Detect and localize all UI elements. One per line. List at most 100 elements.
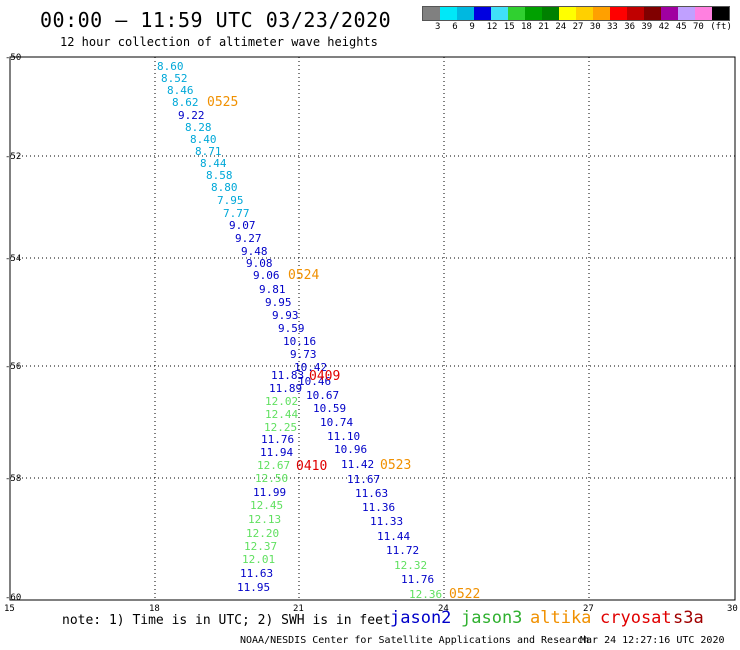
wave-height-value: 11.67 (347, 473, 381, 486)
wave-height-value: 12.20 (246, 527, 280, 540)
wave-height-value: 8.62 (172, 96, 199, 109)
pass-time-label: 0522 (449, 587, 481, 602)
wave-height-value: 12.01 (242, 553, 276, 566)
x-tick: 18 (149, 604, 160, 614)
scale-swatch (525, 7, 542, 20)
wave-height-value: 10.46 (298, 375, 332, 388)
x-tick: 24 (438, 604, 449, 614)
scale-label: 12 (486, 22, 498, 32)
wave-height-value: 10.59 (313, 402, 347, 415)
scale-label: 6 (452, 22, 458, 32)
wave-height-value: 8.58 (206, 169, 233, 182)
wave-height-value: 11.63 (355, 487, 389, 500)
legend-altika: altika (530, 608, 592, 628)
wave-height-value: 10.16 (283, 335, 317, 348)
y-tick: -50 (5, 53, 22, 63)
x-tick: 15 (4, 604, 15, 614)
scale-label: 39 (641, 22, 653, 32)
wave-height-value: 9.95 (265, 296, 292, 309)
wave-height-value: 12.36 (409, 588, 443, 601)
wave-height-value: 12.45 (250, 499, 284, 512)
scale-label: 15 (503, 22, 515, 32)
map-title: 00:00 — 11:59 UTC 03/23/2020 (40, 8, 392, 32)
wave-height-value: 11.76 (261, 433, 295, 446)
wave-height-value: 7.77 (223, 207, 250, 220)
wave-height-value: 11.72 (386, 544, 420, 557)
pass-time-label: 0525 (207, 95, 239, 110)
wave-height-value: 12.37 (244, 540, 278, 553)
wave-height-value: 11.95 (237, 581, 271, 594)
wave-height-value: 7.95 (217, 194, 244, 207)
scale-swatch (508, 7, 525, 20)
wave-height-value: 8.52 (161, 72, 188, 85)
legend-s3a: s3a (673, 608, 704, 628)
legend-cryosat: cryosat (600, 608, 672, 628)
scale-swatch (542, 7, 559, 20)
wave-height-value: 9.27 (235, 232, 262, 245)
scale-swatch (644, 7, 661, 20)
scale-label: 21 (538, 22, 550, 32)
wave-height-value: 8.46 (167, 84, 194, 97)
scale-swatch (593, 7, 610, 20)
pass-time-label: 0410 (296, 459, 328, 474)
wave-height-value: 8.71 (195, 145, 222, 158)
wave-height-value: 11.33 (370, 515, 404, 528)
scale-swatch (661, 7, 678, 20)
scale-label: (ft) (710, 22, 732, 32)
wave-height-value: 12.02 (265, 395, 299, 408)
scale-swatch (610, 7, 627, 20)
wave-height-value: 9.08 (246, 257, 273, 270)
scale-swatch (712, 7, 729, 20)
wave-height-value: 8.40 (190, 133, 217, 146)
wave-height-value: 9.59 (278, 322, 305, 335)
wave-height-value: 11.42 (341, 458, 375, 471)
wave-height-value: 11.36 (362, 501, 396, 514)
wave-height-value: 11.99 (253, 486, 287, 499)
scale-label: 24 (555, 22, 567, 32)
y-tick: -58 (5, 474, 22, 484)
scale-label: 30 (589, 22, 601, 32)
wave-height-value: 11.83 (271, 369, 305, 382)
color-scale-bar (422, 6, 730, 21)
scale-label: 45 (675, 22, 687, 32)
wave-height-value: 9.93 (272, 309, 299, 322)
scale-swatch (627, 7, 644, 20)
scale-label: 70 (693, 22, 704, 32)
footnote: note: 1) Time is in UTC; 2) SWH is in fe… (62, 613, 391, 628)
pass-time-label: 0524 (288, 268, 320, 283)
scale-label: 36 (624, 22, 636, 32)
wave-height-value: 10.42 (294, 361, 328, 374)
scale-swatch (474, 7, 491, 20)
wave-height-value: 11.63 (240, 567, 274, 580)
wave-height-value: 12.13 (248, 513, 282, 526)
wave-height-value: 12.32 (394, 559, 428, 572)
y-tick: -54 (5, 254, 22, 264)
scale-label: 42 (658, 22, 670, 32)
wave-height-value: 11.94 (260, 446, 294, 459)
wave-height-value: 11.76 (401, 573, 435, 586)
scale-label: 18 (521, 22, 532, 32)
wave-height-value: 9.22 (178, 109, 205, 122)
scale-swatch (423, 7, 440, 20)
wave-height-value: 8.80 (211, 181, 238, 194)
wave-height-value: 8.44 (200, 157, 227, 170)
scale-swatch (491, 7, 508, 20)
x-tick: 30 (727, 604, 738, 614)
wave-height-value: 9.48 (241, 245, 268, 258)
wave-height-value: 10.74 (320, 416, 354, 429)
y-tick: -52 (5, 152, 22, 162)
scale-label: 3 (435, 22, 441, 32)
scale-swatch (440, 7, 457, 20)
wave-height-value: 11.89 (269, 382, 303, 395)
wave-height-value: 9.07 (229, 219, 256, 232)
pass-time-label: 0409 (309, 369, 341, 384)
scale-swatch (695, 7, 712, 20)
wave-height-value: 8.60 (157, 60, 184, 73)
wave-height-value: 10.67 (306, 389, 340, 402)
scale-swatch (559, 7, 576, 20)
pass-time-label: 0523 (380, 458, 412, 473)
wave-height-value: 9.81 (259, 283, 286, 296)
wave-height-value: 10.96 (334, 443, 368, 456)
